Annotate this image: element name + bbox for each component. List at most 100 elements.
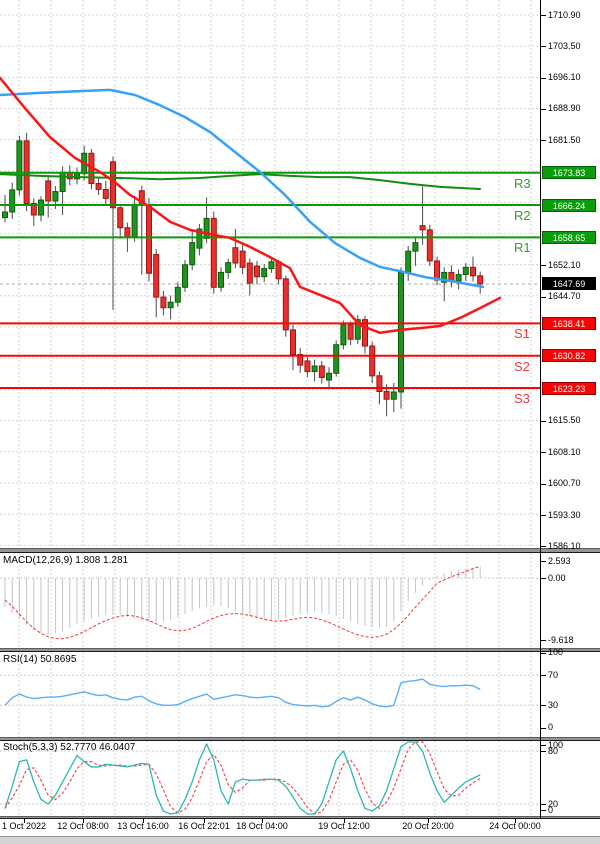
price-axis-tick: [541, 452, 546, 454]
panel-splitter[interactable]: [0, 548, 600, 553]
macd-axis-label: 0.00: [548, 572, 566, 583]
bear-candle: [124, 227, 131, 238]
bull-candle: [398, 271, 404, 393]
price-badge-r3: 1673.83: [542, 166, 596, 180]
price-badge-s2: 1630.82: [542, 349, 596, 363]
time-axis-label: 12 Oct 08:00: [57, 821, 109, 831]
price-badge-r1: 1658.65: [542, 230, 596, 244]
bear-candle: [239, 250, 246, 268]
panel-splitter[interactable]: [0, 648, 600, 652]
macd-axis-label: 2.593: [548, 555, 571, 566]
bear-candle: [117, 207, 124, 229]
rsi-axis-tick: [541, 705, 546, 707]
bear-candle: [318, 365, 325, 379]
stoch-axis-tick: [541, 810, 546, 811]
bear-candle: [210, 217, 217, 288]
bull-candle: [59, 171, 66, 193]
stoch-axis-label: 0: [548, 804, 554, 815]
fast-ma-line: [0, 76, 502, 335]
bear-candle: [369, 345, 376, 377]
bull-candle: [167, 301, 174, 309]
price-badge-s1: 1638.41: [542, 316, 596, 330]
pivot-label-s3: S3: [514, 391, 530, 407]
panel-splitter: [0, 816, 600, 819]
bear-candle: [470, 266, 476, 277]
bull-candle: [326, 372, 332, 381]
time-axis-label: 13 Oct 16:00: [117, 821, 169, 831]
price-axis-tick: [541, 265, 546, 267]
rsi-axis-label: 0: [548, 722, 554, 733]
price-axis-label: 1681.50: [548, 134, 581, 145]
time-axis-label: 1 Oct 2022: [2, 821, 47, 831]
pivot-label-s1: S1: [514, 326, 530, 342]
bull-candle: [340, 324, 347, 346]
macd-axis-label: -9.618: [548, 634, 574, 645]
price-axis-tick: [541, 546, 546, 547]
rsi-panel[interactable]: [0, 652, 540, 737]
stoch-axis-tick: [541, 751, 546, 753]
bear-candle: [419, 225, 426, 231]
bear-candle: [426, 229, 433, 262]
price-chart[interactable]: [0, 0, 540, 548]
bull-candle: [390, 391, 397, 400]
bull-candle: [441, 271, 448, 283]
bear-candle: [362, 319, 368, 347]
macd-axis-tick: [541, 561, 546, 563]
bull-candle: [203, 217, 210, 239]
rsi-axis-tick: [541, 727, 546, 729]
bear-candle: [30, 202, 37, 216]
price-badge-s3: 1623.23: [542, 381, 596, 395]
bull-candle: [9, 189, 16, 213]
price-axis-label: 1586.10: [548, 540, 581, 551]
bear-candle: [282, 278, 289, 331]
bear-candle: [146, 205, 152, 274]
price-axis-label: 1703.50: [548, 40, 581, 51]
bull-candle: [333, 344, 340, 374]
rsi-axis-tick: [541, 675, 546, 677]
bull-candle: [412, 242, 419, 252]
bottom-scroll-area[interactable]: [0, 836, 600, 844]
bull-candle: [354, 319, 361, 340]
time-axis-tick: [344, 819, 345, 823]
price-axis-label: 1688.90: [548, 103, 581, 114]
bull-candle: [455, 274, 462, 282]
price-axis-label: 1710.90: [548, 9, 581, 20]
bear-candle: [246, 262, 253, 284]
stoch-panel[interactable]: [0, 741, 540, 816]
time-axis[interactable]: 1 Oct 2022 12 Oct 08:00 13 Oct 16:00 16 Oct…: [0, 819, 600, 836]
macd-indicator-label: MACD(12,26,9) 1.808 1.281: [3, 555, 129, 566]
candles-group: [2, 132, 484, 417]
time-axis-tick: [204, 819, 205, 823]
bear-candle: [232, 247, 239, 264]
stoch-axis-label: 20: [548, 798, 559, 809]
price-axis-tick: [541, 515, 546, 517]
bear-candle: [95, 182, 102, 190]
price-badge-r2: 1666.24: [542, 198, 596, 212]
price-axis-tick: [541, 108, 546, 110]
price-axis-tick: [541, 140, 546, 142]
bull-candle: [38, 199, 44, 216]
stoch-k-line: [4, 741, 481, 815]
pivot-label-s2: S2: [514, 358, 530, 374]
price-axis-border: [540, 0, 541, 819]
price-axis-label: 1615.50: [548, 415, 581, 426]
stoch-axis-label: 100: [548, 739, 564, 750]
bull-candle: [182, 264, 188, 288]
rsi-indicator-label: RSI(14) 50.8695: [3, 654, 77, 665]
time-axis-tick: [515, 819, 516, 823]
price-axis-label: 1600.70: [548, 478, 581, 489]
bear-candle: [383, 391, 390, 400]
time-axis-tick: [428, 819, 429, 823]
bull-candle: [174, 286, 181, 303]
bear-candle: [304, 360, 311, 373]
pivot-label-r3: R3: [514, 175, 531, 191]
bull-candle: [462, 266, 469, 276]
panel-splitter[interactable]: [0, 737, 600, 741]
slow-ma-line: [0, 173, 481, 191]
macd-panel[interactable]: [0, 553, 540, 648]
bear-candle: [110, 161, 116, 209]
rsi-line: [4, 678, 481, 708]
price-axis-label: 1644.70: [548, 291, 581, 302]
pivot-label-r2: R2: [514, 208, 531, 224]
stoch-axis-tick: [541, 745, 546, 746]
